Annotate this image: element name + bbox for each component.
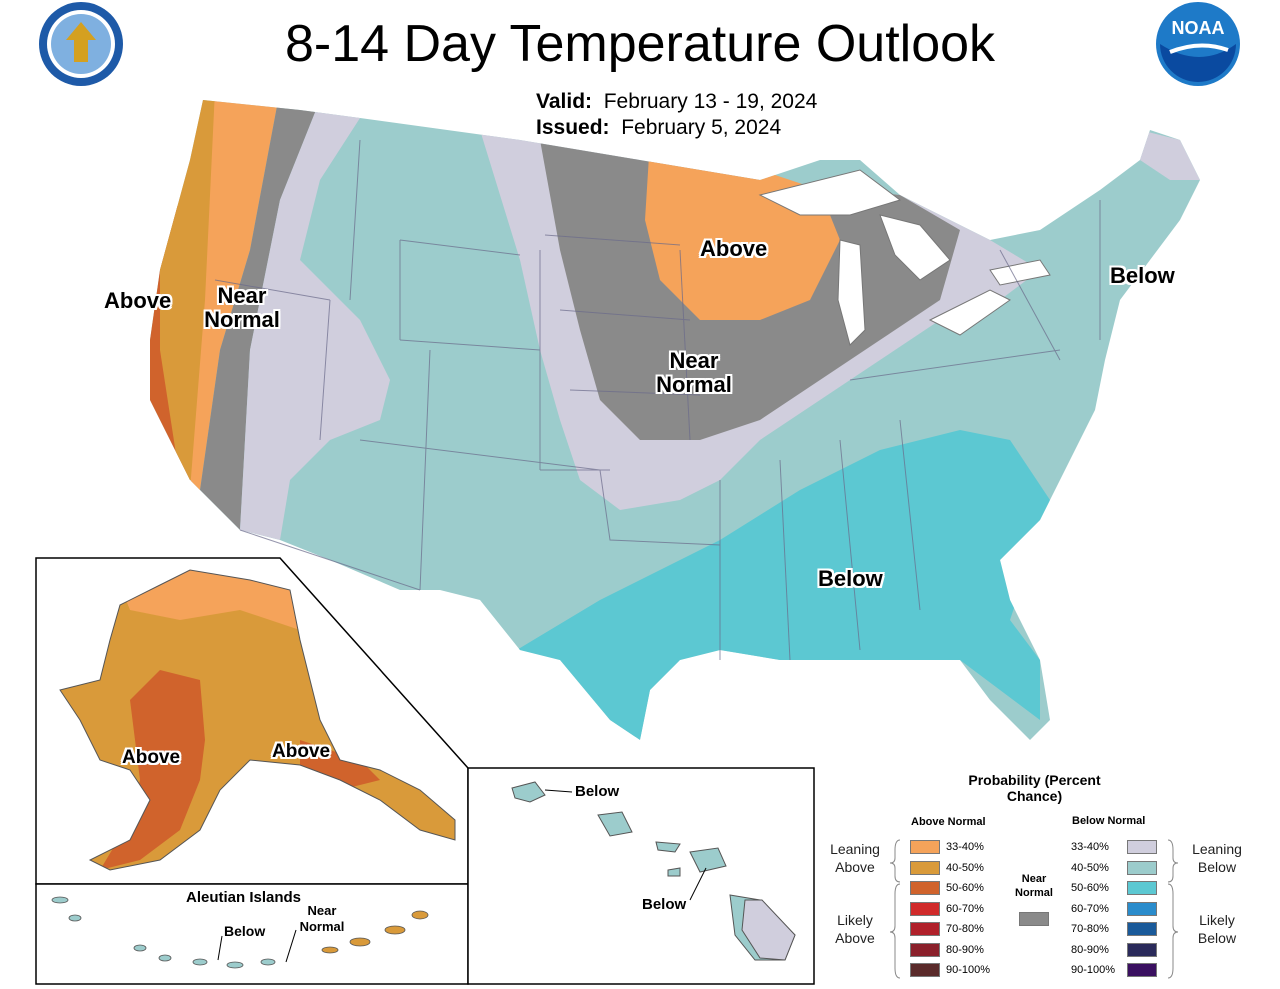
legend-above-label: 60-70% bbox=[946, 902, 984, 915]
valid-line: Valid: February 13 - 19, 2024 bbox=[536, 89, 817, 115]
label-alaska-above-1: Above bbox=[122, 747, 181, 768]
great-lakes bbox=[758, 169, 1051, 346]
state-borders bbox=[214, 139, 1101, 661]
legend-below-swatch bbox=[1127, 840, 1157, 854]
legend-below-row: 40-50% bbox=[1071, 860, 1157, 875]
region-below-50-60-southeast bbox=[500, 430, 1050, 740]
valid-label: Valid: bbox=[536, 90, 593, 113]
label-northeast-below: Below bbox=[1110, 263, 1175, 288]
label-aleutian-title: Aleutian Islands bbox=[186, 889, 302, 906]
region-leaning-above-west bbox=[190, 100, 280, 490]
page-title: 8-14 Day Temperature Outlook bbox=[284, 15, 996, 73]
label-west-near-normal: Near Normal bbox=[204, 283, 280, 332]
legend-below-swatch bbox=[1127, 922, 1157, 936]
legend-title: Probability (Percent Chance) bbox=[968, 772, 1101, 804]
issued-line: Issued: February 5, 2024 bbox=[536, 115, 781, 141]
issued-value: February 5, 2024 bbox=[621, 116, 782, 139]
region-leaning-below-maine bbox=[1140, 130, 1200, 180]
legend-below-row: 50-60% bbox=[1071, 881, 1157, 895]
region-leaning-below-west bbox=[240, 100, 390, 540]
legend-above-swatch bbox=[910, 881, 940, 895]
legend-below-row: 33-40% bbox=[1071, 840, 1157, 854]
legend-below-swatch bbox=[1127, 942, 1157, 957]
legend-below-swatch bbox=[1127, 963, 1157, 977]
legend-above-label: 90-100% bbox=[946, 964, 991, 976]
legend-below-row: 60-70% bbox=[1071, 901, 1157, 916]
legend-above-row: 50-60% bbox=[910, 881, 984, 895]
label-alaska-above-2: Above bbox=[272, 741, 331, 762]
issued-label: Issued: bbox=[536, 116, 610, 139]
label-southeast-below: Below bbox=[818, 566, 883, 591]
legend-below-label: 90-100% bbox=[1071, 964, 1116, 976]
legend-above-swatch bbox=[910, 840, 940, 854]
label-midwest-above: Above bbox=[700, 236, 768, 261]
legend-below-header: Below Normal bbox=[1072, 815, 1146, 827]
legend-above-label: 80-90% bbox=[946, 943, 984, 956]
legend-above-row: 80-90% bbox=[910, 942, 984, 957]
legend-above-swatch bbox=[910, 963, 940, 977]
legend-below-label: 60-70% bbox=[1071, 902, 1109, 915]
legend-above-row: 60-70% bbox=[910, 901, 984, 916]
legend-below-row: 90-100% bbox=[1071, 963, 1157, 977]
label-hawaii-below-2: Below bbox=[642, 896, 687, 913]
noaa-logo: NOAA bbox=[1156, 2, 1240, 86]
aleutian-islands bbox=[51, 896, 276, 969]
label-hawaii-below-1: Below bbox=[575, 783, 620, 800]
legend-below-label: 50-60% bbox=[1071, 882, 1109, 894]
label-aleutian-below: Below bbox=[224, 923, 266, 939]
conus-regions bbox=[150, 100, 1200, 740]
label-west-above: Above bbox=[104, 288, 172, 313]
legend-likely-below: Likely Below bbox=[1197, 912, 1237, 946]
legend-above-label: 33-40% bbox=[946, 841, 984, 853]
legend-above-row: 40-50% bbox=[910, 860, 984, 875]
legend-below-row: 80-90% bbox=[1071, 942, 1157, 957]
legend-braces bbox=[889, 839, 1179, 979]
legend-above-label: 50-60% bbox=[946, 882, 984, 894]
region-leaning-above-midwest bbox=[645, 140, 840, 320]
legend-likely-above: Likely Above bbox=[835, 912, 875, 946]
legend-above-row: 90-100% bbox=[910, 963, 990, 977]
legend-below-label: 80-90% bbox=[1071, 943, 1109, 956]
commerce-seal bbox=[39, 2, 123, 86]
legend-below-row: 70-80% bbox=[1071, 922, 1157, 936]
legend-above-row: 33-40% bbox=[910, 840, 984, 854]
legend-near-normal-swatch bbox=[1019, 912, 1049, 926]
legend-below-label: 70-80% bbox=[1071, 923, 1109, 935]
legend-below-swatch bbox=[1127, 860, 1157, 875]
legend-above-swatch bbox=[910, 922, 940, 936]
legend-leaning-above: Leaning Above bbox=[830, 841, 880, 875]
valid-value: February 13 - 19, 2024 bbox=[603, 90, 818, 113]
legend-near-normal-label: Near Normal bbox=[1015, 873, 1053, 899]
legend-above-label: 40-50% bbox=[946, 861, 984, 874]
legend-below-swatch bbox=[1127, 881, 1157, 895]
legend-above-label: 70-80% bbox=[946, 923, 984, 935]
legend-leaning-below: Leaning Below bbox=[1192, 841, 1242, 875]
region-near-normal-west bbox=[200, 100, 320, 530]
legend-below-label: 33-40% bbox=[1071, 841, 1109, 853]
legend-above-row: 70-80% bbox=[910, 922, 984, 936]
label-aleutian-near-normal: Near Normal bbox=[299, 903, 345, 934]
noaa-logo-text: NOAA bbox=[1172, 18, 1225, 38]
legend-below-label: 40-50% bbox=[1071, 861, 1109, 874]
legend-above-swatch bbox=[910, 942, 940, 957]
label-central-near-normal: Near Normal bbox=[656, 348, 732, 397]
legend-above-swatch bbox=[910, 901, 940, 916]
legend-below-swatch bbox=[1127, 901, 1157, 916]
legend-above-header: Above Normal bbox=[911, 816, 986, 828]
legend-above-swatch bbox=[910, 860, 940, 875]
